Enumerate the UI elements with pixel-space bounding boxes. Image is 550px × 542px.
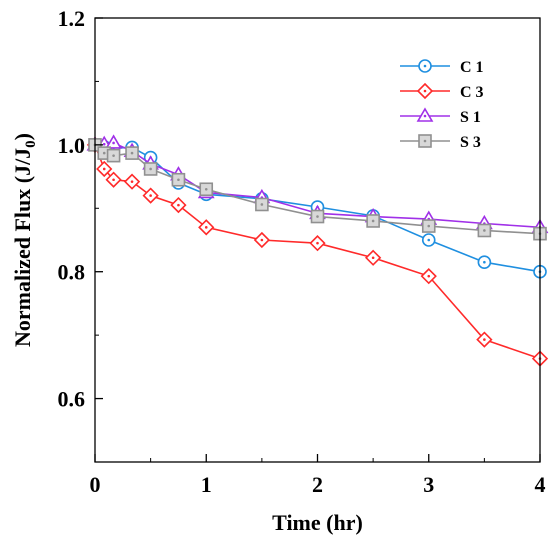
legend-entry: S 3 bbox=[400, 134, 481, 151]
data-point-dot bbox=[112, 141, 115, 145]
y-axis-title-main: Normalized Flux (J/J bbox=[10, 148, 35, 347]
data-point-dot bbox=[260, 238, 264, 242]
y-tick-label: 0.6 bbox=[58, 387, 86, 412]
axes: 0 1 2 3 4 0.6 0.8 1.0 1.2 bbox=[58, 6, 546, 497]
data-point-dot bbox=[204, 187, 208, 191]
data-point-dot bbox=[316, 241, 319, 245]
data-point-dot bbox=[177, 203, 180, 207]
legend: C 1 C 3 S 1 S 3 bbox=[400, 59, 484, 151]
data-point-dot bbox=[112, 154, 115, 157]
legend-marker-dot bbox=[423, 64, 427, 68]
y-axis-title: Normalized Flux (J/J0) bbox=[10, 133, 39, 347]
data-point-dot bbox=[427, 224, 431, 228]
data-point-dot bbox=[483, 229, 486, 232]
data-point-dot bbox=[260, 203, 264, 206]
data-point-dot bbox=[483, 338, 486, 341]
x-tick-label: 2 bbox=[312, 472, 323, 497]
legend-label: S 3 bbox=[460, 134, 481, 151]
series-line bbox=[94, 144, 541, 360]
data-point-dot bbox=[371, 256, 375, 260]
x-tick-label: 4 bbox=[535, 472, 546, 497]
data-point-dot bbox=[130, 151, 134, 155]
data-point-dot bbox=[102, 142, 106, 146]
y-tick-label: 1.0 bbox=[58, 133, 86, 158]
data-point-dot bbox=[316, 215, 319, 218]
x-tick-label: 1 bbox=[201, 472, 212, 497]
legend-label: C 1 bbox=[460, 59, 484, 76]
y-axis-title-end: ) bbox=[10, 133, 35, 140]
x-tick-label: 0 bbox=[90, 472, 101, 497]
legend-entry: S 1 bbox=[400, 107, 481, 126]
legend-marker-dot bbox=[423, 114, 427, 118]
series-s3 bbox=[88, 138, 547, 241]
data-point-dot bbox=[177, 178, 180, 182]
legend-entry: C 3 bbox=[400, 82, 484, 101]
data-point-dot bbox=[149, 167, 152, 171]
x-tick-label: 3 bbox=[423, 472, 434, 497]
legend-marker-dot bbox=[423, 139, 427, 143]
series-c3 bbox=[86, 136, 549, 367]
legend-label: C 3 bbox=[460, 84, 484, 101]
data-point-dot bbox=[204, 226, 208, 229]
y-tick-label: 0.8 bbox=[58, 260, 86, 285]
data-point-dot bbox=[427, 238, 431, 242]
legend-entry: C 1 bbox=[400, 59, 484, 76]
data-point-dot bbox=[130, 180, 134, 183]
data-point-dot bbox=[112, 178, 115, 182]
data-point-dot bbox=[102, 167, 106, 171]
y-tick-label: 1.2 bbox=[58, 6, 86, 31]
legend-marker-dot bbox=[423, 89, 427, 93]
data-point-dot bbox=[371, 219, 375, 223]
x-axis-title: Time (hr) bbox=[272, 510, 363, 535]
data-point-dot bbox=[149, 194, 152, 197]
plot-area bbox=[86, 134, 549, 367]
data-point-dot bbox=[427, 274, 431, 278]
data-point-dot bbox=[483, 260, 486, 264]
legend-label: S 1 bbox=[460, 109, 481, 126]
y-axis-title-subscript: 0 bbox=[23, 140, 39, 148]
data-point-dot bbox=[102, 151, 106, 155]
